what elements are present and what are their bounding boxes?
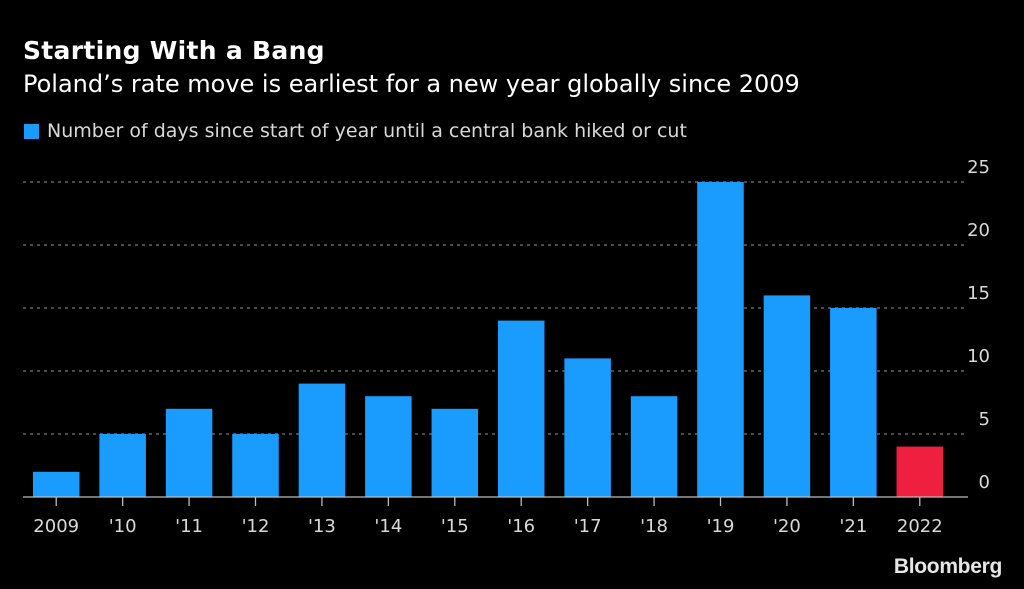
x-tick-labels: 2009 '10 '11 '12 '13 '14 '15 '16 '17 '18 '19 '20 '21… — [33, 516, 942, 537]
bar-16 — [497, 320, 545, 497]
x-tick-label: 2009 — [33, 516, 79, 537]
bloomberg-logo: Bloomberg — [893, 555, 1002, 578]
x-tick-label: '15 — [441, 516, 469, 537]
x-tick-label: '21 — [839, 516, 867, 537]
x-tick-label: '17 — [574, 516, 602, 537]
x-tick-label: '18 — [640, 516, 668, 537]
x-tick-label: '20 — [773, 516, 801, 537]
legend-swatch — [24, 123, 39, 139]
y-tick-label: 15 — [967, 283, 990, 304]
x-tick-label: '14 — [374, 516, 402, 537]
x-axis — [23, 496, 968, 506]
y-tick-label: 5 — [979, 409, 990, 430]
x-tick-label: 2022 — [897, 516, 943, 537]
legend-label: Number of days since start of year until… — [47, 120, 687, 142]
x-tick-label: '13 — [308, 516, 336, 537]
bar-12 — [232, 434, 279, 497]
bar-10 — [99, 434, 146, 497]
x-tick-label: '11 — [175, 516, 203, 537]
bars — [32, 182, 944, 497]
bar-15 — [431, 408, 479, 497]
x-tick-label: '16 — [507, 516, 535, 537]
y-axis: 0 5 10 15 20 25 — [967, 157, 990, 493]
legend: Number of days since start of year until… — [24, 120, 687, 142]
bar-13 — [298, 383, 346, 497]
chart-subtitle: Poland’s rate move is earliest for a new… — [23, 70, 800, 98]
bar-19 — [697, 182, 744, 497]
bar-21 — [830, 308, 877, 497]
x-tick-label: '12 — [242, 516, 270, 537]
x-tick-label: '19 — [707, 516, 735, 537]
y-tick-label: 0 — [979, 472, 990, 493]
y-tick-label: 20 — [967, 220, 990, 241]
y-tick-label: 10 — [967, 346, 990, 367]
bar-2009 — [32, 471, 80, 497]
x-tick-label: '10 — [109, 516, 137, 537]
bar-18 — [630, 396, 678, 497]
bar-14 — [365, 396, 412, 497]
y-tick-label: 25 — [967, 157, 990, 178]
gridlines — [23, 181, 968, 435]
chart-title: Starting With a Bang — [23, 36, 325, 65]
bar-17 — [564, 358, 611, 497]
bar-11 — [165, 408, 213, 497]
bar-20 — [763, 295, 811, 497]
bar-2022 — [896, 446, 944, 497]
